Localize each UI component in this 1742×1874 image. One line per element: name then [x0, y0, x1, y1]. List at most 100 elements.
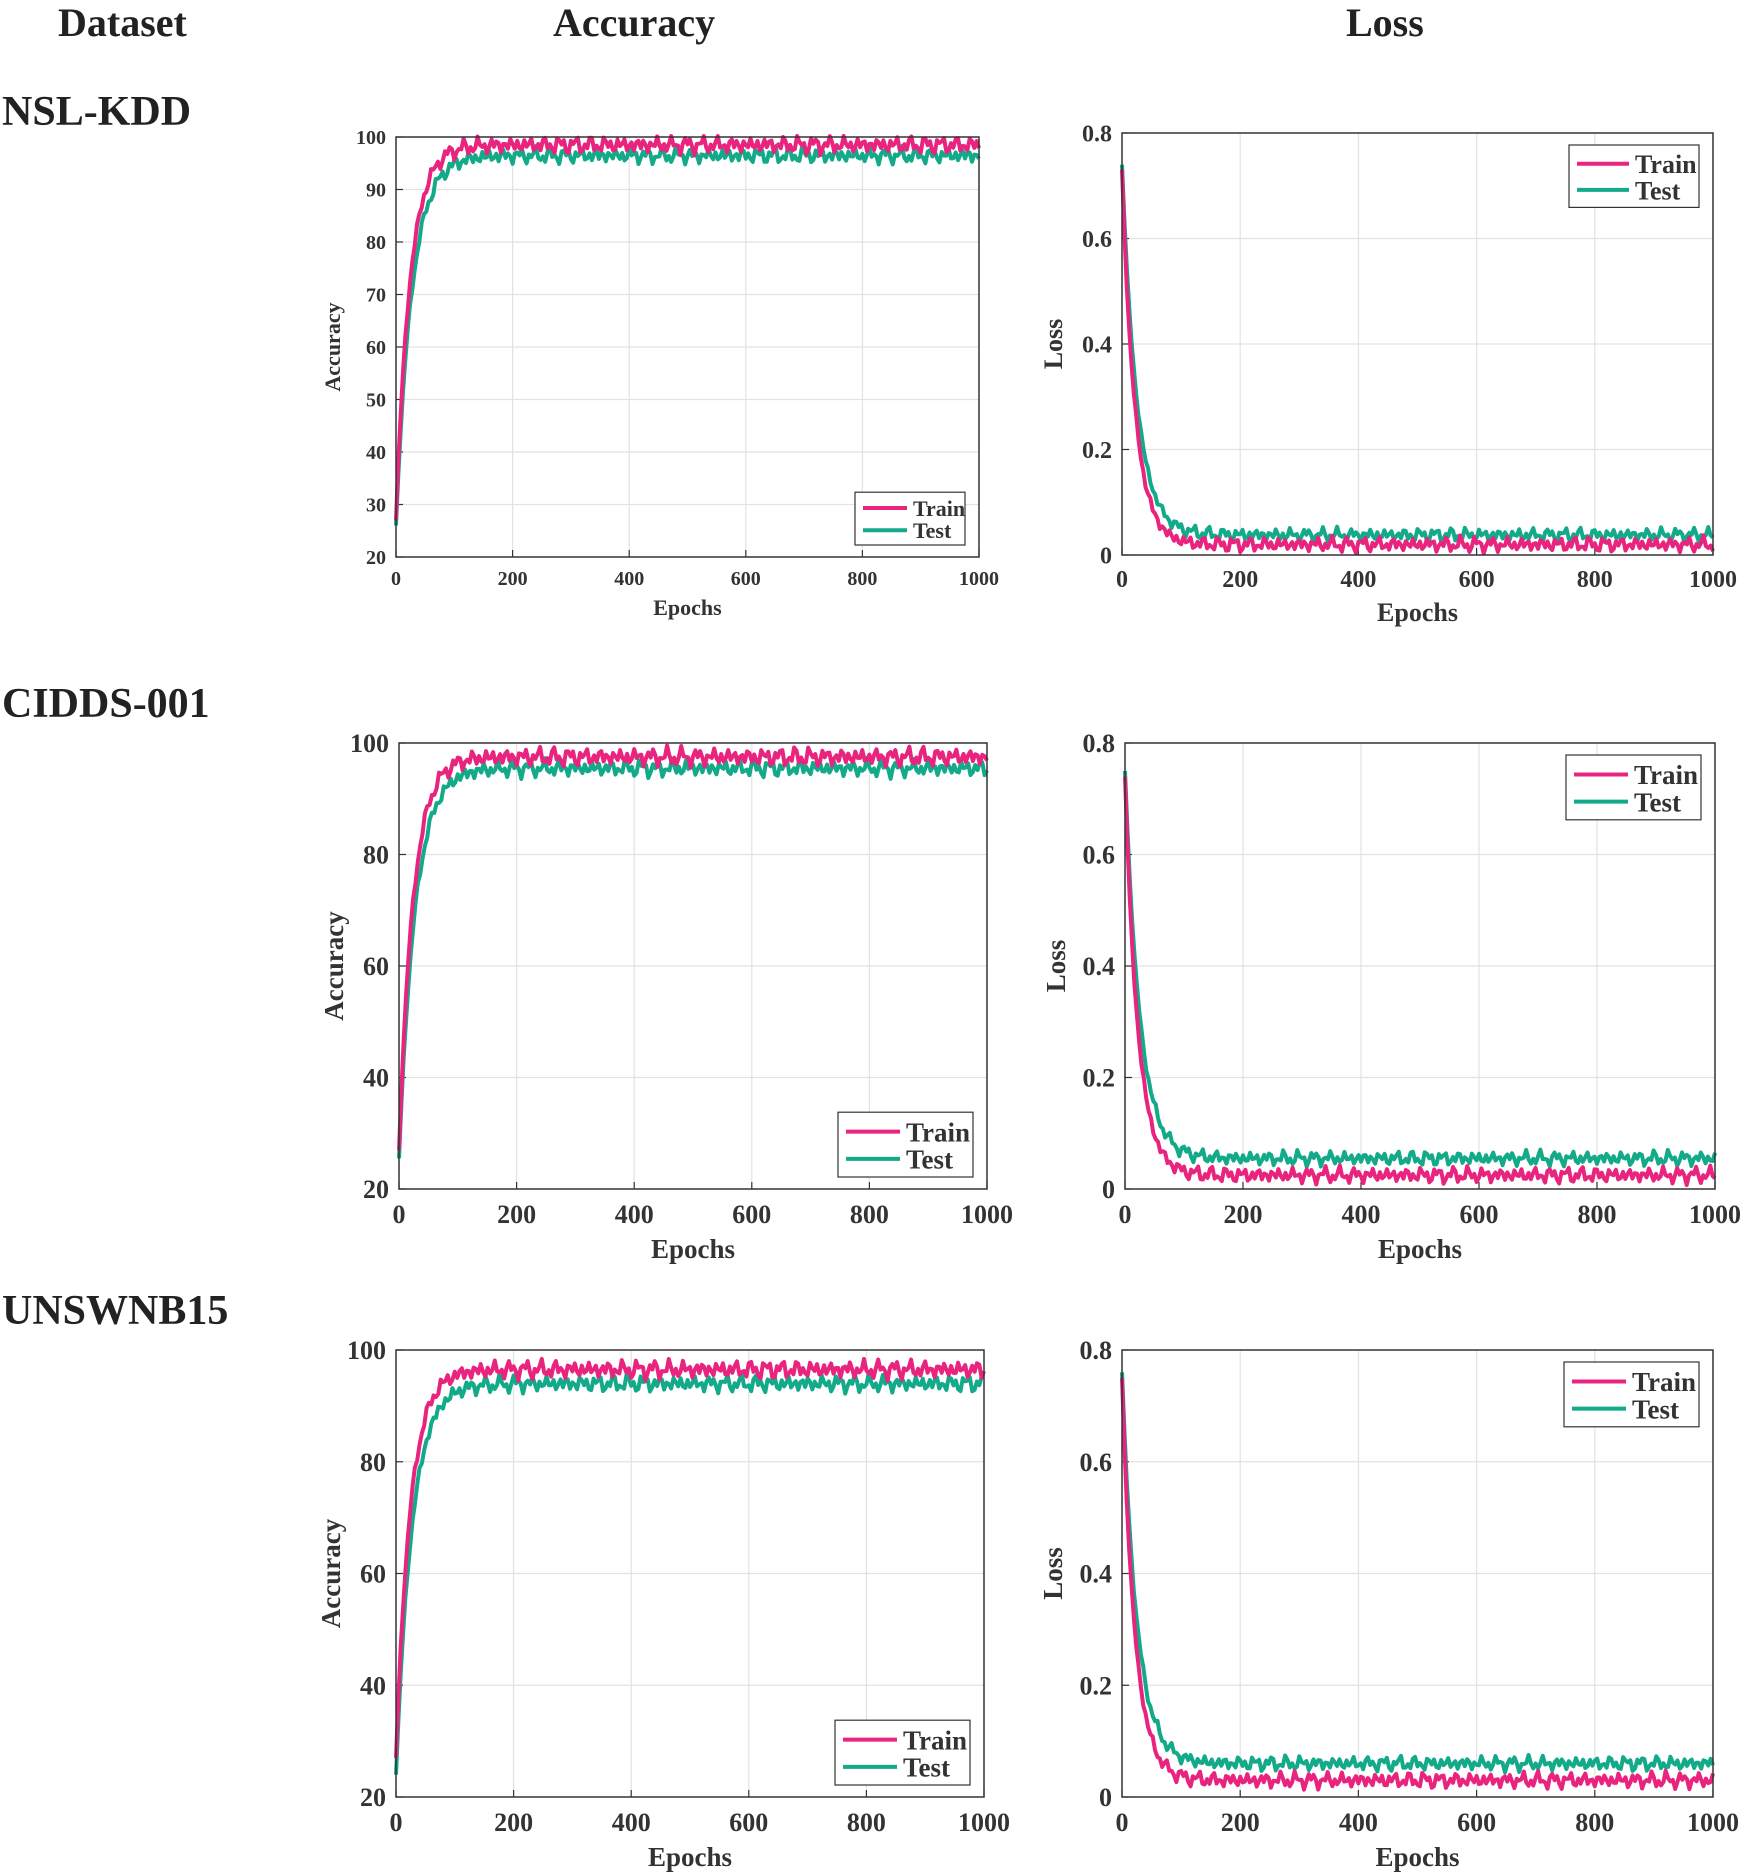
series-line-test	[1123, 770, 1717, 1169]
x-tick-label: 400	[1340, 567, 1376, 593]
x-tick-label: 200	[1221, 1808, 1260, 1837]
x-tick-label: 1000	[1689, 1200, 1741, 1229]
y-tick-label: 60	[360, 1560, 386, 1589]
accuracy-column-header: Accuracy	[553, 0, 716, 45]
y-tick-label: 40	[363, 1064, 389, 1093]
chart-cidds-001-accuracy: 0 200 400 600 800 1000 20 40 60 80 100 Epochs Accura…	[319, 729, 1013, 1264]
series-line-train	[1120, 169, 1715, 556]
plot-frame	[398, 742, 988, 1190]
series-line-test	[394, 1370, 985, 1775]
y-tick-label: 0	[1102, 1175, 1115, 1204]
y-tick-label: 70	[366, 285, 386, 307]
plot-frame	[1121, 132, 1714, 556]
legend-label-train: Train	[1634, 760, 1698, 790]
y-tick-label: 80	[363, 841, 389, 870]
x-tick-label: 600	[732, 1200, 771, 1229]
y-tick-label: 0	[1099, 1783, 1112, 1812]
x-axis-label: Epochs	[1378, 1234, 1462, 1264]
x-tick-label: 200	[494, 1808, 533, 1837]
y-axis-label: Loss	[1039, 319, 1068, 370]
y-axis-label: Accuracy	[320, 302, 345, 391]
legend-label-test: Test	[1635, 176, 1681, 205]
y-tick-label: 0.8	[1082, 121, 1112, 147]
x-tick-label: 0	[390, 1808, 403, 1837]
plot-frame	[1124, 742, 1716, 1190]
x-tick-label: 200	[1222, 567, 1258, 593]
x-axis-label: Epochs	[651, 1234, 735, 1264]
y-tick-label: 0.6	[1080, 1448, 1113, 1477]
dataset-label-unswnb15: UNSWNB15	[2, 1288, 229, 1334]
legend-label-train: Train	[1632, 1367, 1696, 1397]
x-tick-label: 800	[850, 1200, 889, 1229]
chart-nsl-kdd-loss: 0 200 400 600 800 1000 0 0.2 0.4 0.6 0.8 Epochs Loss…	[1039, 121, 1737, 627]
y-tick-label: 0.2	[1082, 438, 1112, 464]
y-axis-label: Loss	[1038, 1547, 1068, 1600]
plot-frame	[395, 136, 980, 558]
loss-column-header: Loss	[1346, 0, 1424, 45]
y-tick-label: 30	[366, 495, 386, 517]
legend-label-test: Test	[1634, 787, 1681, 817]
x-tick-label: 0	[1119, 1200, 1132, 1229]
x-tick-label: 0	[391, 568, 401, 590]
legend-box	[1568, 144, 1700, 209]
dataset-label-nsl-kdd: NSL-KDD	[2, 89, 192, 135]
y-axis-label: Accuracy	[316, 1518, 346, 1628]
y-tick-label: 0.6	[1083, 841, 1116, 870]
series-line-test	[1120, 1372, 1715, 1775]
x-tick-label: 400	[1342, 1200, 1381, 1229]
y-tick-label: 0.4	[1083, 952, 1116, 981]
legend-label-train: Train	[906, 1117, 970, 1147]
x-tick-label: 600	[1459, 567, 1495, 593]
x-tick-label: 1000	[961, 1200, 1013, 1229]
series-line-train	[1120, 1377, 1715, 1792]
x-tick-label: 800	[847, 1808, 886, 1837]
legend-label-test: Test	[903, 1753, 950, 1783]
x-tick-label: 1000	[958, 1808, 1010, 1837]
y-tick-label: 0.4	[1082, 332, 1112, 358]
series-line-train	[394, 1356, 986, 1758]
y-axis-label: Loss	[1041, 940, 1071, 993]
x-tick-label: 400	[615, 1200, 654, 1229]
y-tick-label: 0.2	[1083, 1064, 1116, 1093]
y-tick-label: 60	[363, 952, 389, 981]
x-tick-label: 1000	[959, 568, 999, 590]
y-tick-label: 100	[356, 127, 386, 149]
series-line-train	[394, 134, 981, 521]
legend-label-test: Test	[906, 1145, 953, 1175]
x-tick-label: 200	[497, 1200, 536, 1229]
x-tick-label: 600	[731, 568, 761, 590]
x-tick-label: 0	[1116, 1808, 1129, 1837]
y-tick-label: 0.2	[1080, 1671, 1113, 1700]
chart-nsl-kdd-accuracy: 0 200 400 600 800 1000 20 30 40 50 60 70 80 90 100 Epoc…	[320, 127, 999, 620]
x-tick-label: 600	[729, 1808, 768, 1837]
legend-label-train: Train	[1635, 150, 1697, 179]
dataset-column-header: Dataset	[58, 0, 187, 45]
x-axis-label: Epochs	[648, 1842, 732, 1872]
chart-unswnb15-accuracy: 0 200 400 600 800 1000 20 40 60 80 100 Epochs Accura…	[316, 1336, 1010, 1872]
x-tick-label: 800	[847, 568, 877, 590]
legend-label-test: Test	[913, 518, 952, 543]
plot-frame	[395, 1349, 985, 1798]
legend-label-test: Test	[1632, 1394, 1679, 1424]
legend-box	[1563, 1361, 1700, 1428]
y-tick-label: 80	[366, 232, 386, 254]
y-tick-label: 0.8	[1080, 1336, 1113, 1365]
legend-label-train: Train	[903, 1725, 967, 1755]
x-tick-label: 0	[393, 1200, 406, 1229]
x-tick-label: 1000	[1687, 1808, 1739, 1837]
x-tick-label: 200	[498, 568, 528, 590]
x-tick-label: 600	[1460, 1200, 1499, 1229]
x-tick-label: 200	[1224, 1200, 1263, 1229]
y-tick-label: 50	[366, 390, 386, 412]
chart-cidds-001-loss: 0 200 400 600 800 1000 0 0.2 0.4 0.6 0.8 Epochs Loss…	[1041, 729, 1741, 1264]
y-tick-label: 0.6	[1082, 227, 1112, 253]
x-tick-label: 0	[1116, 567, 1128, 593]
y-tick-label: 100	[350, 729, 389, 758]
series-line-train	[397, 743, 989, 1151]
x-tick-label: 600	[1457, 1808, 1496, 1837]
y-tick-label: 20	[366, 547, 386, 569]
y-tick-label: 0.8	[1083, 729, 1116, 758]
